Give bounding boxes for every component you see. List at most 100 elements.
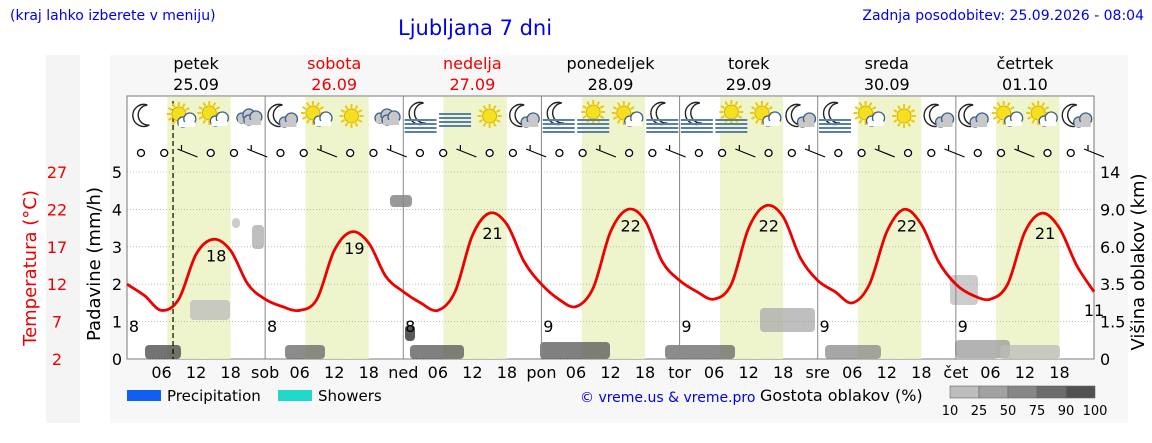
- day-date: 30.09: [864, 75, 910, 94]
- x-tick: 18: [635, 363, 655, 382]
- precip-tick: 4: [112, 200, 122, 219]
- calm-wind-marker: [439, 148, 448, 158]
- sun-cloud-icon: [991, 101, 1024, 127]
- density-swatch: [978, 385, 1009, 399]
- day-name: petek: [173, 54, 219, 73]
- moon-cloud-icon: [958, 103, 989, 128]
- x-tick: 06: [842, 363, 862, 382]
- credit-text: © vreme.us & vreme.pro: [580, 390, 755, 406]
- wind-barb: [874, 148, 896, 158]
- day-name: sobota: [307, 54, 361, 73]
- sun-cloud-icon: [853, 101, 886, 127]
- page-title: Ljubljana 7 dni: [398, 16, 553, 40]
- x-tick: 18: [1049, 363, 1069, 382]
- sun-icon: [477, 104, 502, 128]
- x-tick: 18: [359, 363, 379, 382]
- cloud-axis-label: Višina oblakov (km): [1128, 173, 1149, 350]
- day-name: torek: [728, 54, 770, 73]
- x-tick: 18: [497, 363, 517, 382]
- moon-fog-icon: [818, 101, 851, 133]
- calm-wind-marker: [160, 148, 169, 158]
- density-value: 50: [1000, 404, 1017, 419]
- temperature-label: 9: [543, 317, 553, 336]
- day-name: nedelja: [443, 54, 502, 73]
- cloud-density-blob: [1000, 345, 1060, 359]
- day-date: 28.09: [588, 75, 634, 94]
- sun-cloud-icon: [611, 101, 644, 127]
- density-value: 25: [971, 404, 988, 419]
- day-date: 29.09: [726, 75, 772, 94]
- moon-cloud-icon: [267, 103, 299, 128]
- x-tick: 12: [1015, 363, 1035, 382]
- temp-tick: 22: [47, 200, 67, 219]
- cloud-density-blob: [285, 345, 325, 359]
- wind-barb: [804, 148, 826, 158]
- x-tick: ned: [388, 363, 418, 382]
- moon-fog-icon: [680, 101, 713, 133]
- temperature-label: 18: [206, 246, 226, 265]
- calm-wind-marker: [973, 148, 982, 158]
- calm-wind-marker: [485, 148, 494, 158]
- cloud-density-blob: [405, 325, 415, 341]
- density-value: 90: [1058, 404, 1075, 419]
- day-date: 25.09: [173, 75, 219, 94]
- calm-wind-marker: [694, 148, 704, 158]
- calm-wind-marker: [555, 148, 564, 158]
- calm-wind-marker: [903, 148, 913, 158]
- precip-tick: 5: [112, 163, 122, 182]
- density-swatch: [1065, 385, 1096, 399]
- x-tick: 06: [428, 363, 448, 382]
- cloudy-icon: [374, 108, 401, 126]
- cloud-density-blob: [190, 300, 230, 320]
- legend: Precipitation Showers © vreme.us & vreme.p…: [127, 385, 1107, 419]
- wind-barb: [177, 148, 198, 158]
- calm-wind-marker: [415, 148, 425, 158]
- cloud-height-tick: 1.5: [1100, 313, 1125, 332]
- cloud-density-blob: [540, 342, 610, 359]
- calm-wind-marker: [276, 148, 285, 158]
- gridlines: [127, 96, 1094, 360]
- temp-tick: 27: [47, 163, 67, 182]
- temperature-label: 9: [958, 317, 968, 336]
- moon-cloud-icon: [923, 103, 955, 128]
- density-swatch: [1007, 385, 1038, 399]
- weather-icons: [132, 100, 1093, 133]
- calm-wind-marker: [787, 148, 796, 158]
- temperature-label: 19: [344, 239, 364, 258]
- day-date: 26.09: [311, 75, 357, 94]
- density-swatch: [949, 385, 980, 399]
- cloud-density-blob: [145, 345, 181, 359]
- temperature-label: 8: [267, 317, 277, 336]
- precip-tick: 1: [112, 313, 122, 332]
- temperature-label: 9: [681, 317, 691, 336]
- cloud-density-blob: [825, 345, 881, 359]
- x-tick: 06: [704, 363, 724, 382]
- temperature-label: 8: [405, 317, 415, 336]
- calm-wind-marker: [1043, 148, 1052, 158]
- daylight-bands: [126, 95, 1095, 360]
- calm-wind-marker: [136, 148, 146, 158]
- x-tick: sob: [251, 363, 279, 382]
- wind-barb: [525, 148, 547, 158]
- wind-barb: [1014, 148, 1035, 158]
- temperature-line-group: [126, 203, 1096, 313]
- day-name: ponedeljek: [567, 54, 656, 73]
- calm-wind-marker: [578, 148, 587, 158]
- x-tick: 12: [462, 363, 482, 382]
- x-tick: sre: [806, 363, 830, 382]
- day-date: 27.09: [449, 75, 495, 94]
- calm-wind-marker: [206, 148, 215, 158]
- day-name: četrtek: [996, 54, 1054, 73]
- temperature-label: 11: [1084, 301, 1104, 320]
- temp-tick: 7: [52, 313, 62, 332]
- density-value: 75: [1029, 404, 1046, 419]
- calm-wind-marker: [717, 148, 727, 158]
- x-tick: tor: [668, 363, 691, 382]
- moon-icon: [132, 103, 150, 128]
- density-value: 10: [942, 404, 959, 419]
- calm-wind-marker: [857, 148, 866, 158]
- day-date: 01.10: [1002, 75, 1048, 94]
- temperature-label: 21: [1035, 224, 1055, 243]
- sun-cloud-icon: [749, 101, 782, 127]
- wind-barb: [735, 148, 756, 158]
